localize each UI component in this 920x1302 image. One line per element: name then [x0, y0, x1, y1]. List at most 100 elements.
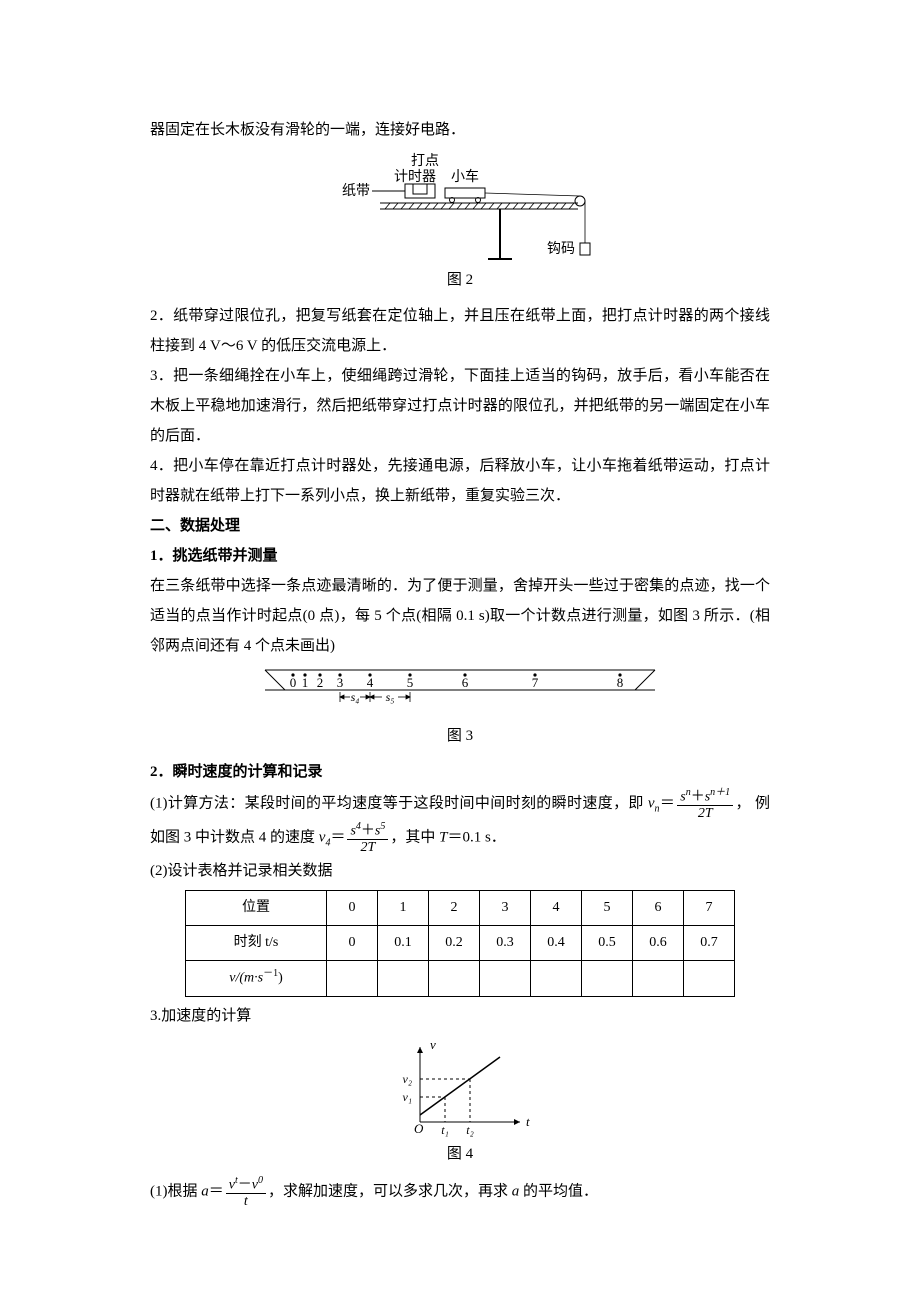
fig3-pt4: 4	[367, 675, 374, 690]
text: 的平均值．	[519, 1183, 598, 1199]
fig4-O: O	[414, 1121, 424, 1136]
fig3-s5: s₅	[386, 690, 395, 704]
section-2-title: 二、数据处理	[150, 511, 770, 541]
cell	[684, 960, 735, 996]
sub: n	[655, 804, 660, 815]
section-2-2-p2: (2)设计表格并记录相关数据	[150, 856, 770, 886]
cell: 0	[327, 890, 378, 925]
figure-3-svg: 0 1 2 3 4 5 6 7 8 s₄ s₅	[260, 667, 660, 717]
figure-2-caption: 图 2	[150, 265, 770, 295]
cell: 7	[684, 890, 735, 925]
fig3-pt5: 5	[407, 675, 414, 690]
paragraph-4: 4．把小车停在靠近打点计时器处，先接通电源，后释放小车，让小车拖着纸带运动，打点…	[150, 451, 770, 511]
cell: 1	[378, 890, 429, 925]
paragraph-2: 2．纸带穿过限位孔，把复写纸套在定位轴上，并且压在纸带上面，把打点计时器的两个接…	[150, 301, 770, 361]
exp: n＋1	[710, 787, 730, 798]
cell: 5	[582, 890, 633, 925]
text: )	[278, 971, 283, 986]
exp: 5	[380, 821, 385, 832]
section-3-p1: (1)根据 a＝ vt－v0 t ，求解加速度，可以多求几次，再求 a 的平均值…	[150, 1175, 770, 1209]
fig3-pt8: 8	[617, 675, 624, 690]
text: (1)计算方法：某段时间的平均速度等于这段时间中间时刻的瞬时速度，即	[150, 796, 648, 812]
den: 2T	[347, 840, 388, 855]
figure-4: v v₂ v₁ O t₁ t₂ t 图 4	[150, 1037, 770, 1169]
cell: 0	[327, 925, 378, 960]
cell: v/(m·s－1)	[186, 960, 327, 996]
cell	[378, 960, 429, 996]
fig3-pt3: 3	[337, 675, 344, 690]
fig3-s4: s₄	[351, 690, 360, 704]
fig3-pt2: 2	[317, 675, 324, 690]
fig3-pt7: 7	[532, 675, 539, 690]
table-row: 位置 0 1 2 3 4 5 6 7	[186, 890, 735, 925]
section-2-2-title: 2．瞬时速度的计算和记录	[150, 757, 770, 787]
den: 2T	[677, 806, 733, 821]
cell: 0.1	[378, 925, 429, 960]
document-page: 器固定在长木板没有滑轮的一端，连接好电路． 打点 计时器 小车 纸带	[0, 0, 920, 1269]
figure-2: 打点 计时器 小车 纸带	[150, 151, 770, 261]
text: v/(m·s	[229, 971, 263, 986]
cell: 2	[429, 890, 480, 925]
exp: －1	[263, 968, 278, 979]
text: ，求解加速度，可以多求几次，再求	[268, 1183, 512, 1199]
paragraph-3: 3．把一条细绳拴在小车上，使细绳跨过滑轮，下面挂上适当的钩码，放手后，看小车能否…	[150, 361, 770, 451]
fraction-3: vt－v0 t	[226, 1175, 266, 1209]
section-3-title: 3.加速度的计算	[150, 1001, 770, 1031]
figure-4-caption: 图 4	[150, 1139, 770, 1169]
paragraph-1: 器固定在长木板没有滑轮的一端，连接好电路．	[150, 115, 770, 145]
fig3-pt0: 0	[290, 675, 297, 690]
cell	[582, 960, 633, 996]
text: ＝0.1 s．	[447, 830, 505, 846]
fig4-t1: t₁	[441, 1123, 449, 1137]
fig4-v2: v₂	[403, 1072, 413, 1086]
fig2-label-timer1: 打点	[411, 152, 439, 169]
den: t	[226, 1194, 266, 1209]
sub: 4	[325, 838, 330, 849]
section-2-1-body: 在三条纸带中选择一条点迹最清晰的．为了便于测量，舍掉开头一些过于密集的点迹，找一…	[150, 571, 770, 661]
fig4-v: v	[430, 1037, 436, 1052]
fraction-1: sn＋sn＋1 2T	[677, 787, 733, 821]
fig2-label-cart: 小车	[451, 168, 479, 185]
text: (1)根据	[150, 1183, 201, 1199]
cell	[480, 960, 531, 996]
plus: ＋	[691, 790, 705, 805]
cell: 时刻 t/s	[186, 925, 327, 960]
fig3-pt6: 6	[462, 675, 469, 690]
text: ，其中	[390, 830, 439, 846]
cell: 0.4	[531, 925, 582, 960]
plus: ＋	[361, 824, 375, 839]
exp: 0	[258, 1175, 263, 1186]
figure-3-caption: 图 3	[150, 721, 770, 751]
cell: 0.6	[633, 925, 684, 960]
cell	[429, 960, 480, 996]
fig4-v1: v₁	[403, 1090, 413, 1104]
fig4-t2: t₂	[466, 1123, 474, 1137]
cell: 3	[480, 890, 531, 925]
fig3-pt1: 1	[302, 675, 309, 690]
figure-4-svg: v v₂ v₁ O t₁ t₂ t	[380, 1037, 540, 1137]
var-a: a	[201, 1183, 209, 1199]
figure-3: 0 1 2 3 4 5 6 7 8 s₄ s₅	[150, 667, 770, 717]
var-vn: v	[648, 796, 655, 812]
fig2-label-tape: 纸带	[342, 183, 370, 199]
table-row: v/(m·s－1)	[186, 960, 735, 996]
cell: 4	[531, 890, 582, 925]
fig2-label-timer2: 计时器	[394, 169, 436, 185]
text: 时刻 t/s	[234, 935, 279, 950]
cell: 6	[633, 890, 684, 925]
figure-2-svg: 打点 计时器 小车 纸带	[310, 151, 610, 261]
section-2-2-p1: (1)计算方法：某段时间的平均速度等于这段时间中间时刻的瞬时速度，即 vn＝ s…	[150, 787, 770, 856]
cell	[531, 960, 582, 996]
fig2-label-hook: 钩码	[547, 241, 575, 257]
cell: 0.7	[684, 925, 735, 960]
cell	[633, 960, 684, 996]
table-row: 时刻 t/s 0 0.1 0.2 0.3 0.4 0.5 0.6 0.7	[186, 925, 735, 960]
cell	[327, 960, 378, 996]
cell: 0.5	[582, 925, 633, 960]
fraction-2: s4＋s5 2T	[347, 821, 388, 855]
cell: 0.3	[480, 925, 531, 960]
fig4-t: t	[526, 1114, 530, 1129]
cell: 0.2	[429, 925, 480, 960]
minus: －	[238, 1177, 252, 1192]
data-table: 位置 0 1 2 3 4 5 6 7 时刻 t/s 0 0.1 0.2 0.3 …	[185, 890, 735, 997]
